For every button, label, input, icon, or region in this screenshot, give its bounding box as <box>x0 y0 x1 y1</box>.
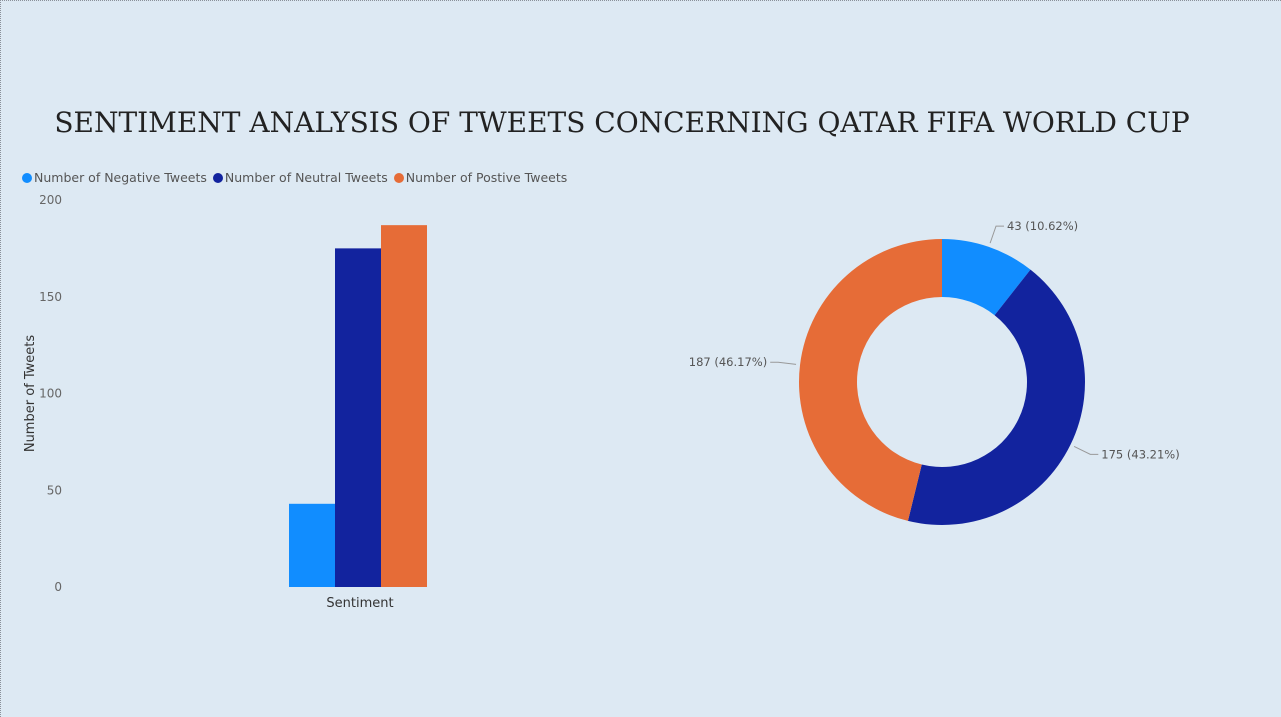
bar-positive <box>381 225 427 587</box>
donut-label-neutral: 175 (43.21%) <box>1101 447 1179 461</box>
y-tick-label: 150 <box>39 290 62 304</box>
donut-slice-neutral <box>907 269 1085 525</box>
donut-label-negative: 43 (10.62%) <box>1007 219 1078 233</box>
donut-label-positive: 187 (46.17%) <box>689 355 767 369</box>
legend-label-positive: Number of Postive Tweets <box>405 170 568 185</box>
legend-item-positive[interactable]: Number of Postive Tweets <box>393 170 568 185</box>
legend-item-neutral[interactable]: Number of Neutral Tweets <box>212 170 388 185</box>
y-tick-label: 0 <box>54 580 62 594</box>
legend-label-negative: Number of Negative Tweets <box>34 170 207 185</box>
donut-leader-neutral <box>1073 445 1099 455</box>
donut-slice-positive <box>799 239 942 521</box>
y-axis-label: Number of Tweets <box>23 335 38 453</box>
y-tick-label: 100 <box>39 387 62 401</box>
y-tick-label: 50 <box>47 483 62 497</box>
bar-neutral <box>335 248 381 587</box>
donut-chart: 43 (10.62%) 175 (43.21%) 187 (46.17%) <box>689 219 1180 525</box>
y-tick-label: 200 <box>39 193 62 207</box>
donut-slice-negative <box>942 239 1031 316</box>
donut-leader-negative <box>989 225 1005 244</box>
legend-dot-positive <box>393 172 404 183</box>
legend-dot-neutral <box>212 172 223 183</box>
donut-leader-positive <box>770 361 797 365</box>
bar-negative <box>289 503 335 587</box>
chart-legend: Number of Negative Tweets Number of Neut… <box>22 170 573 185</box>
legend-item-negative[interactable]: Number of Negative Tweets <box>22 170 207 185</box>
bar-chart: 0 50 100 150 200 Number of Tweets Sentiment <box>23 193 427 611</box>
legend-label-neutral: Number of Neutral Tweets <box>224 170 388 185</box>
legend-dot-negative <box>22 172 32 183</box>
page-title: SENTIMENT ANALYSIS OF TWEETS CONCERNING … <box>54 106 1190 139</box>
x-tick-label: Sentiment <box>326 596 393 611</box>
